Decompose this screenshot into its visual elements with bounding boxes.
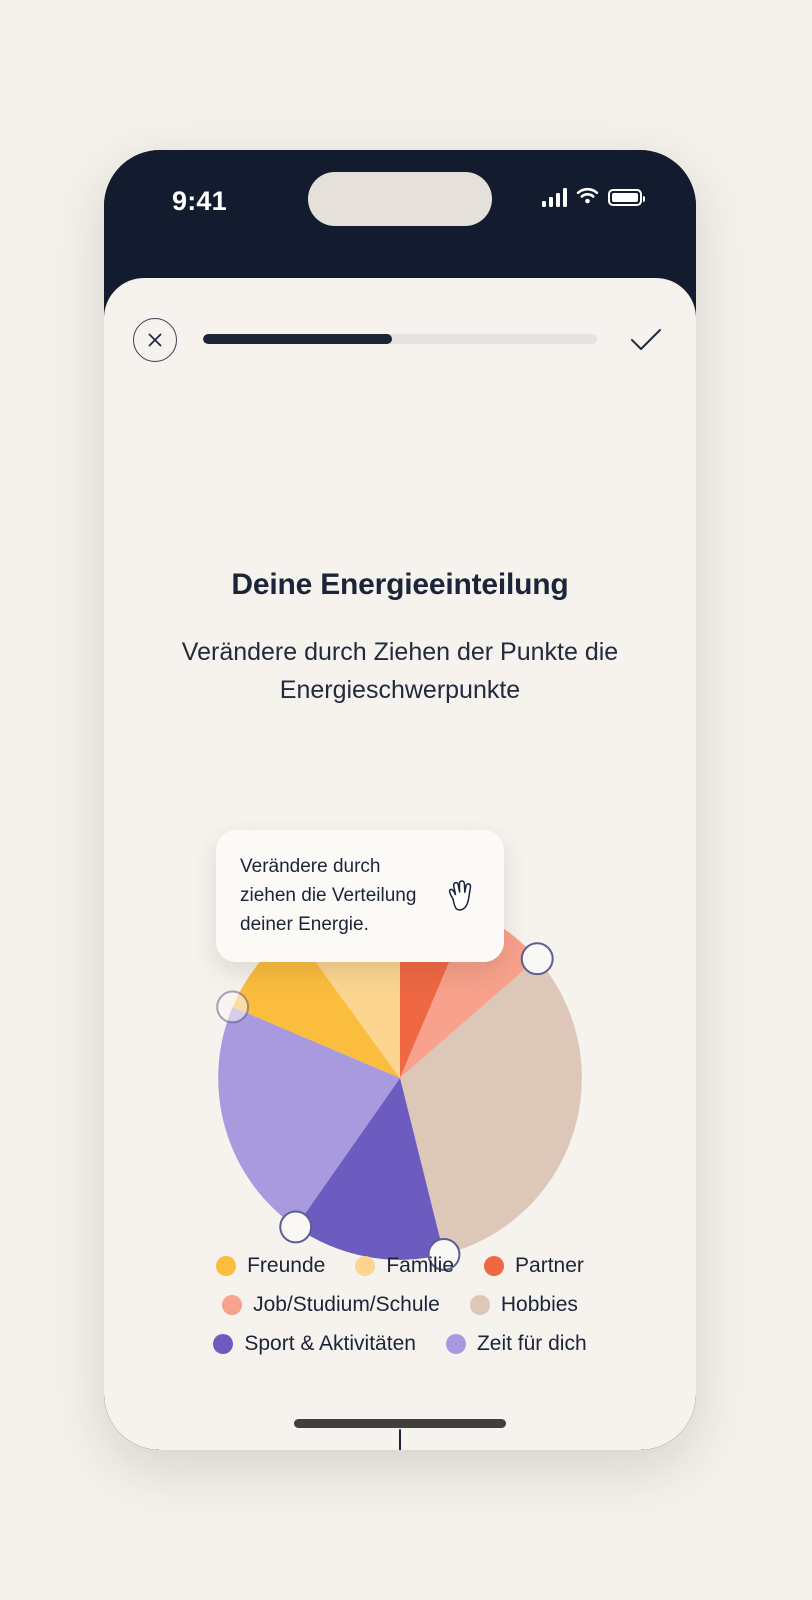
legend-item: Partner [484, 1254, 584, 1278]
legend-item: Job/Studium/Schule [222, 1293, 440, 1317]
arrow-down-icon [399, 1429, 401, 1450]
pie-drag-handle[interactable] [216, 990, 250, 1024]
drag-hint-tooltip: Verändere durch ziehen die Verteilung de… [216, 830, 504, 962]
legend-label: Job/Studium/Schule [253, 1293, 440, 1316]
pie-slice-job-studium-schule[interactable] [400, 910, 538, 1078]
legend-color-dot [222, 1295, 243, 1315]
legend-color-dot [484, 1256, 505, 1276]
status-bar-indicators [541, 186, 645, 209]
pie-drag-handle[interactable] [427, 1237, 461, 1271]
wifi-icon [576, 186, 599, 209]
page-title: Deine Energieeinteilung [231, 568, 569, 601]
legend-item: Zeit für dich [445, 1332, 587, 1356]
legend-item: Sport & Aktivitäten [213, 1332, 416, 1356]
legend-label: Familie [386, 1254, 455, 1277]
pie-drag-handle[interactable] [279, 1210, 313, 1244]
app-screen: Deine Energieeinteilung Verändere durch … [104, 278, 696, 1450]
close-button[interactable] [133, 318, 177, 362]
legend-row: Freunde Familie Partner [120, 1254, 680, 1278]
legend-item: Familie [355, 1254, 454, 1278]
confirm-button[interactable] [624, 320, 668, 360]
dynamic-island [308, 172, 492, 226]
legend-row: Job/Studium/Schule Hobbies [120, 1293, 680, 1317]
drag-hint-text: Verändere durch ziehen die Verteilung de… [240, 856, 417, 935]
close-icon [148, 333, 162, 347]
legend-color-dot [213, 1334, 234, 1354]
chart-legend: Freunde Familie Partner Job/Studium/Schule H… [120, 1254, 680, 1371]
legend-label: Sport & Aktivitäten [244, 1332, 416, 1355]
progress-bar [203, 334, 597, 344]
legend-color-dot [216, 1256, 237, 1276]
legend-row: Sport & Aktivitäten Zeit für dich [120, 1332, 680, 1356]
scroll-down-button[interactable] [380, 1428, 420, 1450]
legend-label: Freunde [247, 1254, 326, 1277]
pie-slice-hobbies[interactable] [400, 958, 582, 1255]
phone-frame: 9:41 [104, 150, 696, 1450]
legend-label: Hobbies [500, 1293, 578, 1316]
pie-slice-zeit-f-r-dich[interactable] [218, 1006, 400, 1227]
legend-color-dot [355, 1256, 376, 1276]
pie-slice-freunde[interactable] [232, 930, 400, 1078]
status-bar-time: 9:41 [172, 186, 227, 216]
legend-item: Hobbies [469, 1293, 578, 1317]
legend-label: Partner [515, 1254, 584, 1277]
progress-bar-fill [203, 334, 393, 344]
status-bar: 9:41 [104, 150, 696, 280]
drag-hand-cursor-icon [440, 876, 482, 918]
legend-label: Zeit für dich [476, 1332, 587, 1355]
pie-drag-handle[interactable] [520, 942, 554, 976]
legend-color-dot [445, 1334, 466, 1354]
pie-slice-sport-aktivit-ten[interactable] [295, 1078, 444, 1260]
legend-item: Freunde [216, 1254, 325, 1278]
home-indicator [294, 1419, 506, 1428]
cellular-signal-icon [541, 188, 567, 207]
legend-color-dot [469, 1295, 490, 1315]
battery-icon [608, 189, 645, 206]
screen-topbar [104, 312, 696, 368]
checkmark-icon [631, 329, 661, 350]
page-subtitle: Verändere durch Ziehen der Punkte die En… [181, 638, 619, 704]
